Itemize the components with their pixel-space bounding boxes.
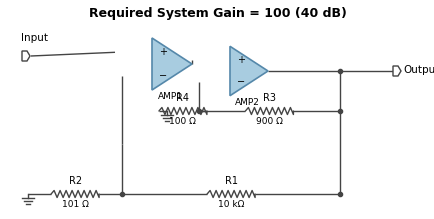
Text: R3: R3	[262, 93, 275, 103]
Text: Output: Output	[402, 65, 434, 75]
Text: 10 kΩ: 10 kΩ	[217, 200, 244, 209]
Text: R2: R2	[69, 176, 82, 186]
Text: 101 Ω: 101 Ω	[62, 200, 89, 209]
Text: +: +	[236, 55, 244, 65]
Text: R4: R4	[176, 93, 189, 103]
Text: Input: Input	[21, 33, 48, 43]
Text: AMP2: AMP2	[234, 98, 259, 107]
Text: 100 Ω: 100 Ω	[169, 117, 196, 126]
Text: Required System Gain = 100 (40 dB): Required System Gain = 100 (40 dB)	[89, 7, 346, 20]
Polygon shape	[230, 46, 267, 96]
Text: −: −	[159, 71, 167, 81]
Polygon shape	[392, 66, 400, 76]
Polygon shape	[22, 51, 30, 61]
Polygon shape	[151, 38, 191, 90]
Text: AMP1: AMP1	[157, 92, 182, 101]
Text: R1: R1	[224, 176, 237, 186]
Text: +: +	[159, 47, 167, 57]
Text: 900 Ω: 900 Ω	[255, 117, 282, 126]
Text: −: −	[236, 77, 244, 87]
